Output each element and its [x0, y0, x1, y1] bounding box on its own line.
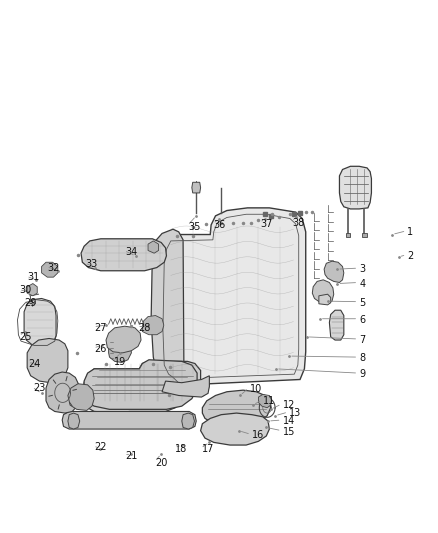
Text: 20: 20: [155, 458, 168, 467]
Text: 5: 5: [359, 298, 365, 308]
Polygon shape: [68, 384, 94, 410]
Polygon shape: [324, 261, 344, 282]
Polygon shape: [346, 233, 350, 237]
Text: 13: 13: [289, 408, 301, 418]
Text: 34: 34: [125, 247, 137, 256]
Text: 36: 36: [214, 220, 226, 230]
Text: 15: 15: [283, 427, 295, 437]
Text: 31: 31: [27, 272, 39, 282]
Polygon shape: [339, 166, 371, 209]
Polygon shape: [157, 208, 306, 395]
Polygon shape: [68, 413, 80, 429]
Polygon shape: [362, 233, 367, 237]
Text: 10: 10: [250, 384, 262, 394]
Text: 30: 30: [20, 286, 32, 295]
Text: 1: 1: [407, 227, 413, 237]
Text: 3: 3: [359, 264, 365, 274]
Polygon shape: [27, 284, 37, 296]
Text: 38: 38: [293, 218, 305, 228]
Polygon shape: [81, 239, 166, 271]
Polygon shape: [201, 413, 269, 445]
Text: 18: 18: [175, 444, 187, 454]
Polygon shape: [312, 280, 334, 304]
Polygon shape: [319, 294, 331, 305]
Text: 24: 24: [28, 359, 41, 368]
Text: 19: 19: [114, 358, 126, 367]
Text: 21: 21: [125, 451, 137, 461]
Polygon shape: [82, 361, 201, 413]
Polygon shape: [258, 394, 272, 408]
Polygon shape: [142, 316, 164, 335]
Text: 11: 11: [263, 396, 275, 406]
Polygon shape: [151, 229, 184, 386]
Polygon shape: [62, 411, 196, 429]
Text: 2: 2: [407, 251, 413, 261]
Text: 22: 22: [94, 442, 107, 451]
Polygon shape: [24, 298, 56, 348]
Text: 23: 23: [33, 383, 45, 393]
Polygon shape: [109, 338, 131, 362]
Text: 4: 4: [359, 279, 365, 288]
Polygon shape: [162, 376, 209, 397]
Text: 35: 35: [188, 222, 201, 231]
Text: 37: 37: [261, 219, 273, 229]
Text: 33: 33: [85, 259, 98, 269]
Text: 26: 26: [94, 344, 106, 354]
Text: 6: 6: [359, 315, 365, 325]
Polygon shape: [27, 338, 68, 383]
Text: 7: 7: [359, 335, 365, 345]
Text: 12: 12: [283, 400, 295, 410]
Text: 27: 27: [94, 323, 107, 333]
Text: 28: 28: [138, 323, 150, 333]
Polygon shape: [329, 310, 344, 340]
Text: 8: 8: [359, 353, 365, 363]
Text: 9: 9: [359, 369, 365, 379]
Polygon shape: [202, 390, 271, 426]
Text: 32: 32: [47, 263, 60, 272]
Polygon shape: [106, 326, 141, 353]
Polygon shape: [182, 413, 194, 429]
Polygon shape: [148, 241, 159, 253]
Text: 16: 16: [252, 431, 264, 440]
Text: 25: 25: [20, 332, 32, 342]
Text: 14: 14: [283, 416, 295, 426]
Text: 17: 17: [201, 445, 214, 454]
Polygon shape: [46, 372, 80, 413]
Polygon shape: [192, 182, 201, 193]
Text: 29: 29: [24, 298, 36, 308]
Polygon shape: [42, 262, 58, 277]
Polygon shape: [84, 360, 197, 409]
